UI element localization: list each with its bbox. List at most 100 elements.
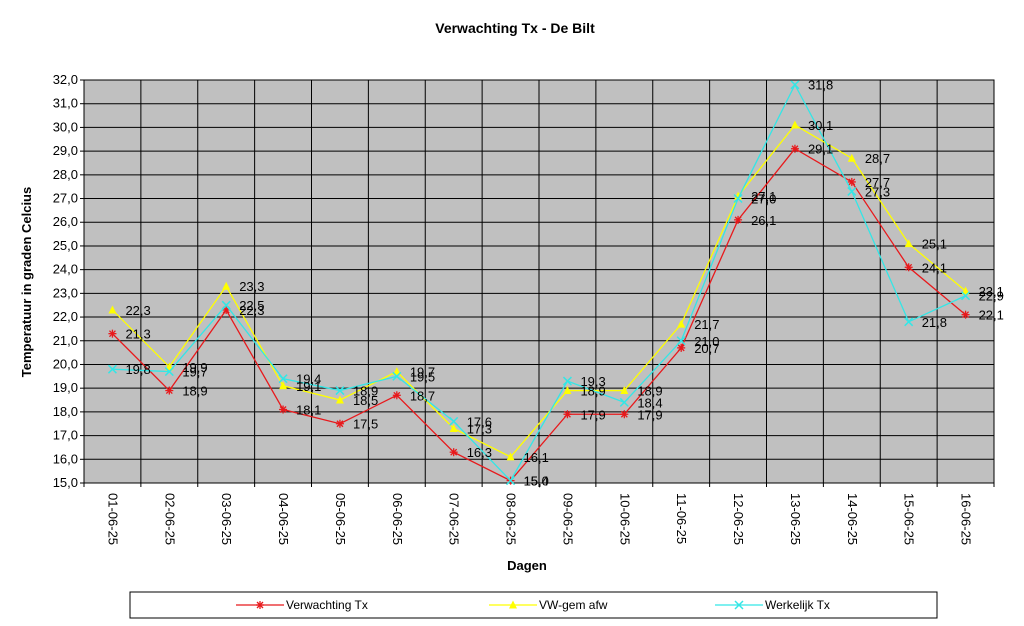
- data-label-verwachting-tx: 18,9: [182, 384, 207, 399]
- x-tick-label: 01-06-25: [105, 493, 120, 545]
- data-point-werkelijk-tx: [221, 300, 231, 310]
- data-label-werkelijk-tx: 19,7: [182, 365, 207, 380]
- data-point-vw-gem-afw: [222, 281, 231, 290]
- data-point-verwachting-tx: [392, 391, 401, 400]
- data-label-werkelijk-tx: 17,6: [467, 414, 492, 429]
- data-point-verwachting-tx: [620, 410, 629, 419]
- data-point-verwachting-tx: [790, 144, 799, 153]
- data-label-werkelijk-tx: 19,4: [296, 372, 321, 387]
- x-tick-label: 03-06-25: [219, 493, 234, 545]
- data-label-verwachting-tx: 20,7: [694, 341, 719, 356]
- marker-stroke: [221, 300, 231, 310]
- data-label-verwachting-tx: 24,1: [922, 260, 947, 275]
- y-tick-label: 22,0: [53, 309, 78, 324]
- marker-stroke: [676, 336, 686, 346]
- data-point-werkelijk-tx: [961, 291, 971, 301]
- data-point-verwachting-tx: [847, 177, 856, 186]
- data-point-verwachting-tx: [677, 343, 686, 352]
- y-tick-label: 31,0: [53, 96, 78, 111]
- data-point-verwachting-tx: [165, 386, 174, 395]
- marker-stroke: [620, 410, 628, 418]
- marker-stroke: [790, 80, 800, 90]
- series-group: [107, 80, 971, 486]
- y-tick-label: 24,0: [53, 262, 78, 277]
- x-tick-label: 08-06-25: [504, 493, 519, 545]
- data-label-verwachting-tx: 27,7: [865, 175, 890, 190]
- data-label-vw-gem-afw: 23,1: [979, 284, 1004, 299]
- data-point-werkelijk-tx: [107, 364, 117, 374]
- data-point-verwachting-tx: [279, 405, 288, 414]
- marker-stroke: [904, 317, 914, 327]
- marker-stroke: [677, 344, 685, 352]
- legend-marker-vw-gem-afw: [509, 600, 517, 609]
- y-tick-label: 23,0: [53, 285, 78, 300]
- marker-stroke: [336, 420, 344, 428]
- data-label-werkelijk-tx: 19,5: [410, 369, 435, 384]
- marker-stroke: [791, 145, 799, 153]
- data-label-verwachting-tx: 16,3: [467, 445, 492, 460]
- data-point-vw-gem-afw: [449, 423, 458, 432]
- data-point-werkelijk-tx: [676, 336, 686, 346]
- marker-stroke: [905, 263, 913, 271]
- chart-title: Verwachting Tx - De Bilt: [435, 20, 595, 36]
- grid: [84, 80, 994, 483]
- data-label-verwachting-tx: 29,1: [808, 142, 833, 157]
- y-tick-label: 18,0: [53, 404, 78, 419]
- marker-stroke: [164, 367, 174, 377]
- axes: 15,0 16,0 17,0 18,0 19,0 20,0 21,0 22,0 23,0 24,0…: [53, 72, 995, 545]
- data-label-verwachting-tx: 17,9: [580, 407, 605, 422]
- data-label-vw-gem-afw: 19,9: [182, 360, 207, 375]
- y-tick-label: 19,0: [53, 380, 78, 395]
- data-label-werkelijk-tx: 31,8: [808, 78, 833, 93]
- x-tick-label: 05-06-25: [333, 493, 348, 545]
- data-label-verwachting-tx: 17,9: [637, 407, 662, 422]
- y-tick-label: 20,0: [53, 356, 78, 371]
- data-point-verwachting-tx: [734, 215, 743, 224]
- data-point-werkelijk-tx: [335, 386, 345, 396]
- data-point-verwachting-tx: [108, 329, 117, 338]
- data-point-werkelijk-tx: [562, 376, 572, 386]
- x-tick-label: 12-06-25: [731, 493, 746, 545]
- y-axis-title: Temperatuur in graden Celcius: [19, 187, 34, 377]
- data-point-vw-gem-afw: [961, 286, 970, 295]
- legend-label-werkelijk-tx: Werkelijk Tx: [765, 598, 830, 612]
- data-label-vw-gem-afw: 18,9: [580, 384, 605, 399]
- data-label-verwachting-tx: 18,1: [296, 403, 321, 418]
- data-label-vw-gem-afw: 18,9: [637, 384, 662, 399]
- data-point-werkelijk-tx: [164, 367, 174, 377]
- marker-stroke: [279, 406, 287, 413]
- data-point-werkelijk-tx: [506, 476, 516, 486]
- marker-stroke: [278, 374, 288, 384]
- legend: Verwachting Tx VW-gem afw Werkelijk Tx: [129, 591, 938, 619]
- data-label-werkelijk-tx: 19,3: [580, 374, 605, 389]
- data-point-werkelijk-tx: [847, 186, 857, 196]
- data-label-verwachting-tx: 15,0: [524, 474, 549, 489]
- y-tick-label: 25,0: [53, 238, 78, 253]
- x-tick-label: 06-06-25: [390, 493, 405, 545]
- series-line-verwachting-tx: [111, 147, 966, 482]
- data-point-verwachting-tx: [449, 448, 458, 457]
- marker-stroke: [848, 178, 856, 186]
- marker-stroke: [563, 410, 571, 418]
- marker-stroke: [961, 291, 971, 301]
- marker-stroke: [847, 186, 857, 196]
- data-label-vw-gem-afw: 27,1: [751, 189, 776, 204]
- data-label-werkelijk-tx: 18,9: [353, 384, 378, 399]
- data-label-verwachting-tx: 22,3: [239, 303, 264, 318]
- data-label-vw-gem-afw: 17,3: [467, 421, 492, 436]
- marker-stroke: [962, 311, 970, 319]
- x-tick-label: 11-06-25: [674, 493, 689, 544]
- x-tick-label: 04-06-25: [276, 493, 291, 545]
- data-point-vw-gem-afw: [335, 395, 344, 404]
- data-label-vw-gem-afw: 30,1: [808, 118, 833, 133]
- x-tick-label: 10-06-25: [617, 493, 632, 545]
- x-tick-label: 13-06-25: [788, 493, 803, 545]
- data-label-werkelijk-tx: 27,3: [865, 184, 890, 199]
- marker-stroke: [108, 330, 116, 338]
- data-label-verwachting-tx: 22,1: [979, 308, 1004, 323]
- data-label-vw-gem-afw: 19,7: [410, 365, 435, 380]
- data-label-vw-gem-afw: 16,1: [524, 450, 549, 465]
- y-tick-label: 26,0: [53, 214, 78, 229]
- data-label-verwachting-tx: 21,3: [125, 327, 150, 342]
